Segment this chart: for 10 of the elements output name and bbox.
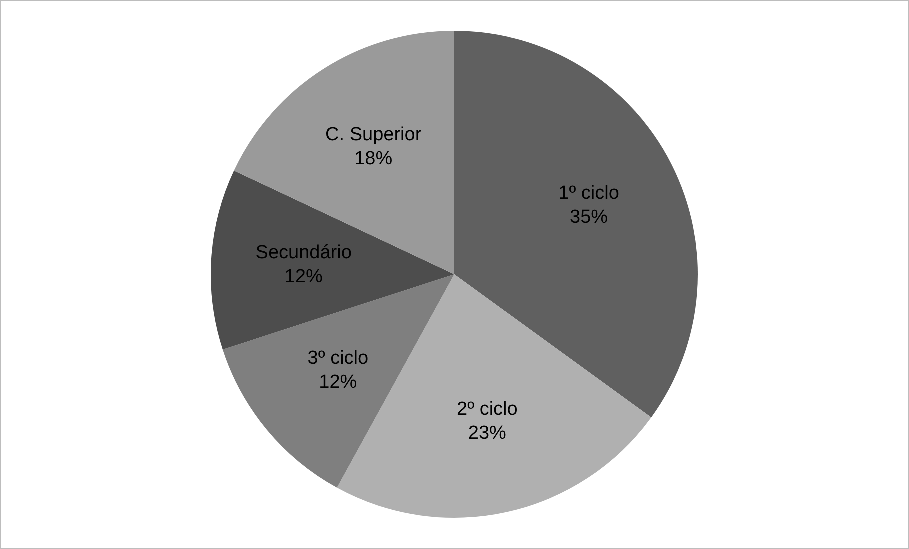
slice-label: C. Superior [326,124,422,146]
data-label: 23% [468,423,507,444]
data-label: 12% [319,372,358,393]
slice-label: 3º ciclo [308,348,369,369]
slice-label: Secundário [256,242,352,264]
data-label: 35% [570,207,608,228]
data-label: 18% [354,148,393,170]
slice-label: 2º ciclo [457,399,518,420]
slice-label: 1º ciclo [558,183,620,204]
data-label: 12% [284,266,323,288]
